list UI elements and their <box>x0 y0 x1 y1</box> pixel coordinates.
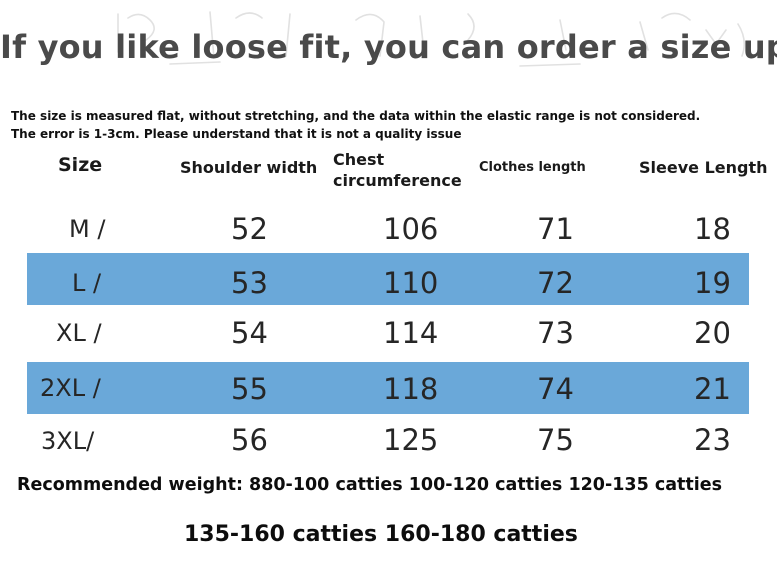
cell-size: L / <box>72 269 102 297</box>
cell-sleeve: 18 <box>694 212 731 246</box>
cell-shoulder: 52 <box>231 212 268 246</box>
cell-length: 75 <box>537 423 574 457</box>
header-shoulder-width: Shoulder width <box>180 158 318 177</box>
error-note: The error is 1-3cm. Please understand th… <box>11 127 462 141</box>
header-size: Size <box>58 154 103 176</box>
cell-shoulder: 55 <box>231 372 268 406</box>
recommended-weight-line1: Recommended weight: 880-100 catties 100-… <box>17 475 723 495</box>
cell-length: 72 <box>537 266 574 300</box>
cell-length: 74 <box>537 372 574 406</box>
cell-sleeve: 20 <box>694 316 731 350</box>
header-sleeve-length: Sleeve Length <box>639 158 768 177</box>
header-chest-circumference: Chest circumference <box>333 149 462 191</box>
cell-chest: 110 <box>383 266 439 300</box>
cell-shoulder: 54 <box>231 316 268 350</box>
cell-length: 73 <box>537 316 574 350</box>
cell-chest: 114 <box>383 316 439 350</box>
cell-shoulder: 53 <box>231 266 268 300</box>
row-highlight-band <box>27 253 749 305</box>
cell-sleeve: 21 <box>694 372 731 406</box>
cell-sleeve: 19 <box>694 266 731 300</box>
recommended-weight-line2: 135-160 catties 160-180 catties <box>184 522 578 547</box>
cell-chest: 118 <box>383 372 439 406</box>
cell-chest: 106 <box>383 212 439 246</box>
cell-length: 71 <box>537 212 574 246</box>
header-clothes-length: Clothes length <box>479 160 586 175</box>
cell-shoulder: 56 <box>231 423 268 457</box>
measurement-note: The size is measured flat, without stret… <box>11 109 701 123</box>
header-chest-line2: circumference <box>333 171 462 190</box>
cell-size: M / <box>69 215 106 243</box>
cell-sleeve: 23 <box>694 423 731 457</box>
faint-background-sketch <box>117 11 746 67</box>
page-headline: If you like loose fit, you can order a s… <box>0 28 777 66</box>
cell-size: XL / <box>56 319 102 347</box>
cell-chest: 125 <box>383 423 439 457</box>
row-highlight-band <box>27 362 749 414</box>
header-chest-line1: Chest <box>333 150 385 169</box>
cell-size: 3XL/ <box>41 427 95 455</box>
cell-size: 2XL / <box>40 374 101 402</box>
